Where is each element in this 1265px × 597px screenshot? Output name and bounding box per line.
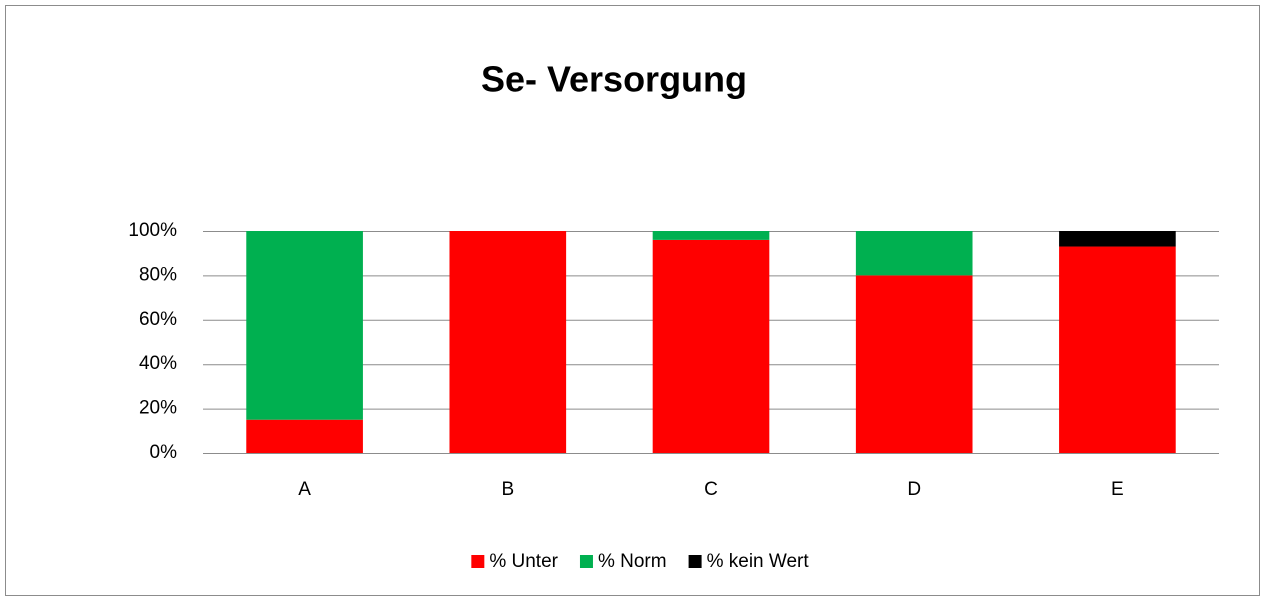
x-tick-label: D — [907, 479, 921, 500]
x-tick-label: C — [704, 479, 718, 500]
bar-segment — [246, 231, 363, 420]
chart-title: Se- Versorgung — [481, 59, 747, 100]
bar-segment — [246, 419, 363, 453]
legend-marker — [688, 555, 702, 568]
bar-segment — [449, 231, 567, 453]
chart-frame — [5, 5, 1260, 596]
bar-segment — [1059, 231, 1176, 247]
bar-segment — [1059, 246, 1176, 453]
x-tick-label: A — [298, 479, 311, 500]
y-tick-label: 40% — [139, 353, 177, 374]
y-tick-label: 0% — [150, 442, 178, 463]
bar-segment — [855, 231, 973, 276]
y-tick-label: 20% — [139, 398, 177, 419]
y-tick-label: 60% — [139, 309, 177, 330]
bar-segment — [855, 275, 973, 453]
y-tick-label: 100% — [128, 220, 177, 241]
x-tick-label: B — [501, 479, 514, 500]
legend-label: % kein Wert — [707, 551, 810, 572]
legend-label: % Unter — [489, 551, 558, 572]
legend-label: % Norm — [598, 551, 667, 572]
bar-segment — [652, 231, 770, 240]
legend-marker — [471, 555, 485, 568]
legend-marker — [579, 555, 593, 568]
y-tick-label: 80% — [139, 264, 177, 285]
bar-segment — [652, 239, 770, 453]
x-tick-label: E — [1111, 479, 1124, 500]
